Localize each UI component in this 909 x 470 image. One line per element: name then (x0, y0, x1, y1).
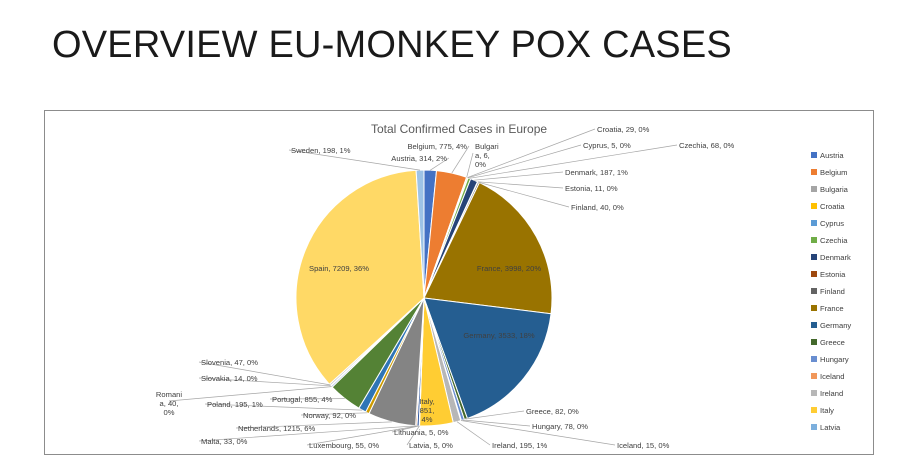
legend-swatch-croatia (811, 203, 817, 209)
legend-swatch-latvia (811, 424, 817, 430)
legend-entry-austria: Austria (820, 151, 844, 160)
slice-germany (423, 297, 552, 420)
data-label-netherlands: Netherlands, 1215, 6% (238, 424, 316, 433)
legend-entry-denmark: Denmark (820, 253, 851, 262)
legend-swatch-france (811, 305, 817, 311)
leader-line-croatia (467, 128, 596, 178)
data-label-austria: Austria, 314, 2% (391, 154, 447, 163)
leader-line-lithuania (391, 425, 420, 433)
pie-chart-svg: Total Confirmed Cases in Europe Austria,… (156, 122, 852, 450)
legend-swatch-bulgaria (811, 186, 817, 192)
legend-swatch-italy (811, 407, 817, 413)
pie-chart: Total Confirmed Cases in Europe Austria,… (44, 110, 874, 455)
leader-line-netherlands (235, 421, 392, 429)
legend-entry-italy: Italy (820, 406, 834, 415)
data-label-latvia: Latvia, 5, 0% (409, 441, 453, 450)
legend-entry-hungary: Hungary (820, 355, 849, 364)
leader-line-austria (430, 157, 450, 171)
data-label-romania: Romani a, 40, 0% (156, 390, 182, 417)
slice-spain (295, 169, 425, 385)
data-label-germany: Germany, 3533, 18% (463, 331, 534, 340)
leader-line-poland (204, 403, 363, 411)
legend-entry-greece: Greece (820, 338, 845, 347)
data-label-luxembourg: Luxembourg, 55, 0% (309, 441, 379, 450)
leader-line-ireland (456, 421, 491, 446)
leader-line-slovakia (198, 377, 331, 387)
legend-entry-czechia: Czechia (820, 236, 848, 245)
leader-line-malta (198, 425, 417, 442)
legend-entry-belgium: Belgium (820, 168, 847, 177)
slice-sweden (415, 169, 425, 299)
leader-line-finland (478, 181, 570, 208)
data-label-sweden: Sweden, 198, 1% (291, 146, 351, 155)
chart-title: Total Confirmed Cases in Europe (371, 122, 547, 136)
leader-line-sweden (288, 149, 421, 171)
data-label-greece: Greece, 82, 0% (526, 407, 579, 416)
legend-entry-bulgaria: Bulgaria (820, 185, 849, 194)
legend-swatch-iceland (811, 373, 817, 379)
data-label-slovenia: Slovenia, 47, 0% (201, 358, 258, 367)
data-label-spain: Spain, 7209, 36% (309, 264, 369, 273)
data-label-croatia: Croatia, 29, 0% (597, 125, 650, 134)
leader-line-cyprus (467, 144, 582, 179)
data-label-cyprus: Cyprus, 5, 0% (583, 141, 631, 150)
legend-swatch-belgium (811, 169, 817, 175)
data-label-slovakia: Slovakia, 14, 0% (201, 374, 258, 383)
data-label-belgium: Belgium, 775, 4% (407, 142, 467, 151)
data-label-czechia: Czechia, 68, 0% (679, 141, 735, 150)
legend-swatch-austria (811, 152, 817, 158)
legend-swatch-cyprus (811, 220, 817, 226)
leader-lines (168, 128, 678, 446)
legend-swatch-ireland (811, 390, 817, 396)
data-label-malta: Malta, 33, 0% (201, 437, 248, 446)
legend-swatch-greece (811, 339, 817, 345)
legend-entry-finland: Finland (820, 287, 845, 296)
leader-line-belgium (451, 145, 470, 174)
data-label-norway: Norway, 92, 0% (303, 411, 356, 420)
legend-entry-estonia: Estonia (820, 270, 846, 279)
data-label-italy: Italy, 851, 4% (419, 397, 434, 424)
leader-line-bulgaria (466, 152, 474, 178)
leader-line-iceland (460, 420, 616, 446)
data-label-estonia: Estonia, 11, 0% (565, 184, 618, 193)
legend-swatch-czechia (811, 237, 817, 243)
data-label-hungary: Hungary, 78, 0% (532, 422, 588, 431)
leader-line-czechia (469, 144, 678, 179)
legend-swatch-estonia (811, 271, 817, 277)
legend-entry-france: France (820, 304, 844, 313)
legend-entry-cyprus: Cyprus (820, 219, 844, 228)
data-label-iceland: Iceland, 15, 0% (617, 441, 670, 450)
slice-france (423, 181, 553, 315)
leader-line-hungary (462, 419, 531, 427)
legend-entry-ireland: Ireland (820, 389, 843, 398)
leader-line-denmark (474, 171, 564, 181)
data-label-finland: Finland, 40, 0% (571, 203, 624, 212)
legend-swatch-denmark (811, 254, 817, 260)
legend-entry-iceland: Iceland (820, 372, 845, 381)
slide-title: OVERVIEW EU-MONKEY POX CASES (52, 24, 732, 66)
data-label-denmark: Denmark, 187, 1% (565, 168, 628, 177)
legend-entry-germany: Germany (820, 321, 851, 330)
leader-line-latvia (406, 425, 420, 446)
data-label-lithuania: Lithuania, 5, 0% (394, 428, 449, 437)
leader-line-greece (465, 410, 525, 420)
legend-entry-latvia: Latvia (820, 423, 841, 432)
pie-slices (295, 169, 553, 427)
legend-swatch-germany (811, 322, 817, 328)
data-label-bulgaria: Bulgari a, 6, 0% (475, 142, 499, 169)
data-label-ireland: Ireland, 195, 1% (492, 441, 548, 450)
legend-swatch-finland (811, 288, 817, 294)
leader-line-romania (168, 386, 332, 402)
leader-line-estonia (477, 181, 564, 189)
legend-entry-croatia: Croatia (820, 202, 845, 211)
slice-labels: Austria, 314, 2% Belgium, 775, 4% Bulgari a… (156, 125, 735, 450)
leader-line-luxembourg (306, 425, 419, 446)
leader-line-slovenia (198, 361, 331, 386)
legend: Austria Belgium Bulgaria Croatia Cyprus Czech… (811, 151, 851, 432)
legend-swatch-hungary (811, 356, 817, 362)
leader-line-norway (300, 412, 368, 416)
data-label-portugal: Portugal, 855, 4% (272, 395, 333, 404)
data-label-poland: Poland, 195, 1% (207, 400, 263, 409)
data-label-france: France, 3998, 20% (477, 264, 541, 273)
